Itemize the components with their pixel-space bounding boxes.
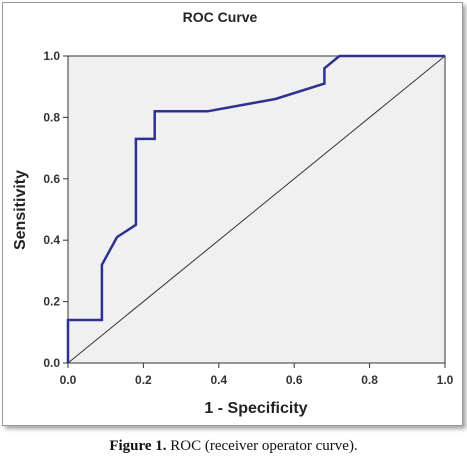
y-tick-label: 0.0	[43, 356, 60, 370]
x-tick-label: 0.8	[361, 373, 378, 387]
y-axis-ticks: 0.0 0.2 0.4 0.6 0.8 1.0	[43, 49, 68, 370]
roc-chart: ROC Curve 0.00.20.40.60.81.0 0.0 0.2 0.4 0.…	[12, 9, 454, 417]
x-tick-label: 0.4	[210, 373, 227, 387]
y-tick-label: 0.2	[43, 295, 60, 309]
x-tick-label: 0.2	[135, 373, 152, 387]
chart-title: ROC Curve	[183, 9, 258, 25]
roc-curve-line	[66, 54, 445, 363]
y-axis-label: Sensitivity	[12, 170, 29, 250]
y-tick-label: 0.4	[43, 233, 60, 247]
x-axis-ticks: 0.0 0.2 0.4 0.6 0.8 1.0	[60, 363, 454, 387]
x-tick-label: 1.0	[437, 373, 454, 387]
x-tick-label: 0.0	[60, 373, 77, 387]
series-layer	[66, 54, 446, 364]
y-tick-label: 0.8	[43, 110, 60, 124]
caption-text: ROC (receiver operator curve).	[166, 438, 358, 454]
y-tick-label: 0.6	[43, 172, 60, 186]
x-axis-label: 1 - Specificity	[204, 400, 307, 417]
y-tick-label: 1.0	[43, 49, 60, 63]
x-tick-label: 0.6	[286, 373, 303, 387]
figure-caption: Figure 1. ROC (receiver operator curve).	[0, 438, 467, 455]
reference-diagonal-line	[67, 55, 446, 364]
caption-label: Figure 1.	[109, 438, 167, 454]
